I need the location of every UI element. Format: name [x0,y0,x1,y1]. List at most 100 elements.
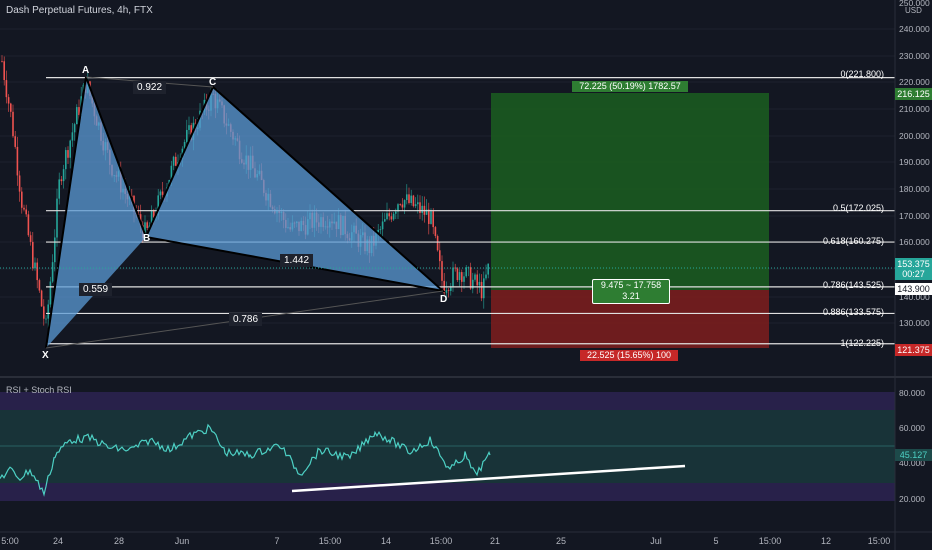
ratio-bc: 1.442 [280,254,314,267]
pattern-outline [45,76,447,349]
fib-lines[interactable] [46,77,895,345]
candle-body [45,318,47,320]
pattern-triangle-bcd [146,87,443,291]
target-label[interactable]: 72.225 (50.19%) 1782.57 [572,81,688,92]
candle-body [392,213,395,220]
candle-body [56,198,58,238]
target-price-badge: 216.125 [895,88,932,100]
candle-body [172,156,175,166]
candle-body [62,169,65,182]
candle-body [47,304,49,319]
candle-body [406,194,408,201]
candle-body [175,156,177,166]
price-tick-3: 210.000 [899,104,930,114]
time-tick-11: 5 [713,536,719,546]
candle-body [421,205,423,213]
rsi-tick-3: 20.000 [899,494,925,504]
price-tick-1: 230.000 [899,51,930,61]
candle-body [472,279,474,289]
candle-body [436,235,439,251]
fib-label-0-786: 0.786(143.525) [822,280,884,290]
candle-body [458,272,461,281]
candle-body [38,280,41,291]
rsi-trendline[interactable] [291,464,686,493]
candle-body [476,274,478,286]
indicator-title[interactable]: RSI + Stoch RSI [6,385,72,395]
point-c-label: C [209,77,217,88]
candle-body [417,202,419,205]
candle-body [170,165,173,181]
candle-body [403,200,406,208]
candle-body [483,278,485,299]
candle-body [452,267,454,287]
chart-title[interactable]: Dash Perpetual Futures, 4h, FTX [6,5,153,16]
candle-body [390,216,393,220]
time-tick-7: 15:00 [429,536,453,546]
candle-body [485,274,487,279]
candle-body [441,261,443,281]
fib-label-0: 0(221.800) [840,69,884,79]
point-x-label: X [42,350,49,361]
entry-label[interactable]: 9.475 ~ 17.758 3.21 [592,279,670,304]
rsi-oversold-zone [0,483,895,501]
entry-label-line2: 3.21 [622,291,640,301]
candle-body [146,222,148,228]
candle-body [144,222,146,238]
candle-body [419,202,421,213]
time-tick-10: Jul [650,536,662,546]
time-tick-6: 14 [380,536,392,546]
candle-body [456,268,459,281]
candle-body [78,107,80,116]
point-a-label: A [82,65,90,76]
rsi-current-badge: 45.127 [895,449,932,461]
candle-body [190,125,192,140]
candle-body [58,179,60,199]
candle-body [49,281,52,305]
candle-body [157,195,159,216]
time-tick-13: 12 [820,536,832,546]
candle-body [159,191,162,196]
candle-body [428,209,430,224]
fib-label-0-886: 0.886(133.575) [822,307,884,317]
time-tick-9: 25 [555,536,567,546]
candle-body [25,209,27,215]
candle-body [377,229,379,233]
candle-body [188,125,190,130]
candle-body [14,136,16,147]
candle-body [379,229,382,231]
stop-label[interactable]: 22.525 (15.65%) 100 [580,350,678,361]
candle-body [5,80,8,98]
current-price-badge: 153.375 [895,258,932,270]
price-tick-5: 190.000 [899,157,930,167]
candle-body [439,250,441,262]
candle-body [399,204,401,205]
candle-body [34,262,36,269]
entry-label-line1: 9.475 ~ 17.758 [600,280,662,290]
y-tick-top: 250.000 [899,0,930,8]
candle-body [150,210,153,226]
time-tick-0: 5:00 [1,536,19,546]
entry-price-badge: 143.900 [895,283,932,295]
candle-body [461,272,463,282]
candle-body [12,111,14,137]
candle-body [395,211,397,214]
candle-body [412,195,415,207]
candle-body [32,241,34,269]
candle-body [408,194,410,203]
candle-body [480,281,483,299]
candle-body [23,207,25,210]
time-tick-3: Jun [174,536,190,546]
fib-label-0-5: 0.5(172.025) [832,203,884,213]
candle-body [447,290,450,292]
profit-zone[interactable] [491,93,769,290]
candle-body [397,204,399,212]
candle-body [430,211,432,224]
candle-body [54,237,56,263]
candle-body [425,209,428,215]
harmonic-pattern[interactable] [45,76,447,349]
candle-body [386,213,388,220]
candle-body [51,262,54,282]
candle-body [1,61,3,62]
candle-body [139,214,142,226]
